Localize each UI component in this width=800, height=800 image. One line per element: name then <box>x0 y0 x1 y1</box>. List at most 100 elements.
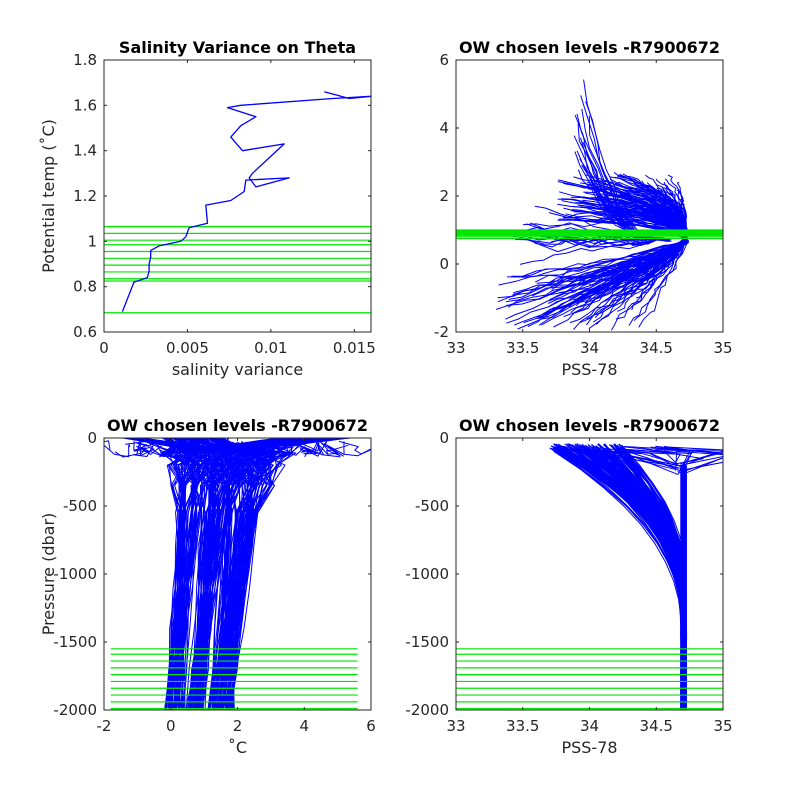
chart-title: OW chosen levels -R7900672 <box>107 416 368 435</box>
axes-box <box>455 59 724 333</box>
series-line <box>121 91 371 312</box>
salinity-profile <box>668 446 723 474</box>
subplot-2: 33 33.5 34 34.5 35 -2 0 2 4 6 OW chosen levels -R7… <box>434 38 733 379</box>
salinity-profile <box>562 445 676 470</box>
x-tick-label: 33.5 <box>506 339 539 357</box>
x-tick-label: 33 <box>446 339 465 357</box>
salinity-profile <box>619 448 677 464</box>
ts-profile <box>563 239 685 317</box>
temperature-profile <box>269 441 294 457</box>
x-tick-label: -2 <box>97 717 112 735</box>
ts-profile <box>665 187 688 242</box>
temperature-profile <box>132 441 190 457</box>
temperature-profile <box>208 438 304 710</box>
y-tick-label: -2000 <box>53 701 97 719</box>
y-tick-label: 0.6 <box>73 323 97 341</box>
ts-profile <box>631 241 685 311</box>
temperature-profile <box>133 441 158 452</box>
temperature-profile <box>104 440 130 458</box>
x-tick-label: 4 <box>299 717 309 735</box>
y-tick-label: 0.8 <box>73 278 97 296</box>
y-tick-label: 1.4 <box>73 142 97 160</box>
temperature-profile <box>181 443 205 456</box>
x-axis-label: ˚C <box>228 738 247 757</box>
ts-profile <box>594 239 684 318</box>
x-tick-label: 33 <box>446 717 465 735</box>
ts-profile <box>507 243 688 278</box>
x-axis-label: salinity variance <box>172 360 303 379</box>
ts-profile <box>565 242 684 282</box>
ts-profile <box>540 236 657 248</box>
salinity-profile <box>663 449 723 476</box>
temperature-profile <box>232 440 266 457</box>
y-tick-label: -1000 <box>53 565 97 583</box>
ts-profile <box>628 239 689 326</box>
x-tick-label: 34 <box>580 339 599 357</box>
temperature-profile <box>184 441 239 451</box>
temperature-profile <box>338 440 371 455</box>
ts-profile <box>548 242 689 301</box>
ts-profile <box>612 202 685 242</box>
temperature-profile <box>136 440 155 457</box>
salinity-profile <box>642 447 704 465</box>
ts-profile <box>521 240 689 278</box>
ts-profile <box>495 239 689 310</box>
x-tick-label: 34 <box>580 717 599 735</box>
y-axis-label: Pressure (dbar) <box>39 513 58 636</box>
ts-profile <box>508 239 685 300</box>
temperature-profile <box>202 438 293 710</box>
x-tick-label: 6 <box>366 717 376 735</box>
plot-content <box>104 91 371 314</box>
dense-profile-column <box>680 465 687 710</box>
ts-profile <box>519 239 657 265</box>
y-tick-label: 2 <box>439 187 449 205</box>
y-tick-label: 1 <box>87 232 97 250</box>
y-tick-label: 1.6 <box>73 96 97 114</box>
temperature-profile <box>207 445 228 456</box>
ts-profile <box>534 239 684 283</box>
temperature-profile <box>132 438 218 710</box>
ts-profile <box>595 241 685 325</box>
chart-title: Salinity Variance on Theta <box>119 38 356 57</box>
x-tick-label: 0 <box>99 339 109 357</box>
x-tick-label: 33.5 <box>506 717 539 735</box>
x-tick-label: 0 <box>166 717 176 735</box>
x-axis-label: PSS-78 <box>561 360 617 379</box>
temperature-profile <box>182 446 204 457</box>
y-tick-label: -1000 <box>405 565 449 583</box>
y-tick-label: 1.2 <box>73 187 97 205</box>
ts-profile <box>541 240 689 326</box>
x-tick-label: 0.015 <box>333 339 376 357</box>
salinity-profile <box>604 450 679 465</box>
plot-content <box>456 79 723 331</box>
plot-content <box>104 438 371 710</box>
temperature-profile <box>114 440 147 458</box>
y-tick-label: 4 <box>439 119 449 137</box>
temperature-profile <box>302 441 320 455</box>
subplot-4: 33 33.5 34 34.5 35 -2000 -1500 -1000 -500 0 OW cho… <box>405 416 732 757</box>
ts-profile <box>616 174 686 242</box>
y-tick-label: -500 <box>415 497 449 515</box>
x-tick-label: 34.5 <box>640 717 673 735</box>
x-tick-label: 35 <box>713 717 732 735</box>
x-axis-label: PSS-78 <box>561 738 617 757</box>
y-tick-label: 0 <box>87 429 97 447</box>
y-tick-label: -1500 <box>405 633 449 651</box>
ts-profile <box>676 182 688 243</box>
x-tick-label: 0.01 <box>254 339 287 357</box>
ts-profile <box>610 242 685 331</box>
temperature-profile <box>125 441 169 452</box>
chart-title: OW chosen levels -R7900672 <box>459 38 720 57</box>
ts-profile <box>635 239 689 299</box>
salinity-profile <box>619 448 679 470</box>
subplot-3: -2 0 2 4 6 -2000 -1500 -1000 -500 0 OW chosen leve… <box>39 416 376 757</box>
temperature-profile <box>301 442 341 458</box>
y-tick-label: -1500 <box>53 633 97 651</box>
chart-title: OW chosen levels -R7900672 <box>459 416 720 435</box>
y-tick-label: 0 <box>439 255 449 273</box>
temperature-profile <box>343 441 371 457</box>
subplot-1: 0 0.005 0.01 0.015 0.6 0.8 1 1.2 1.4 1.6 1.8 Salini… <box>39 38 376 379</box>
axes-box <box>103 437 372 711</box>
x-tick-label: 34.5 <box>640 339 673 357</box>
ts-profile <box>617 181 686 241</box>
